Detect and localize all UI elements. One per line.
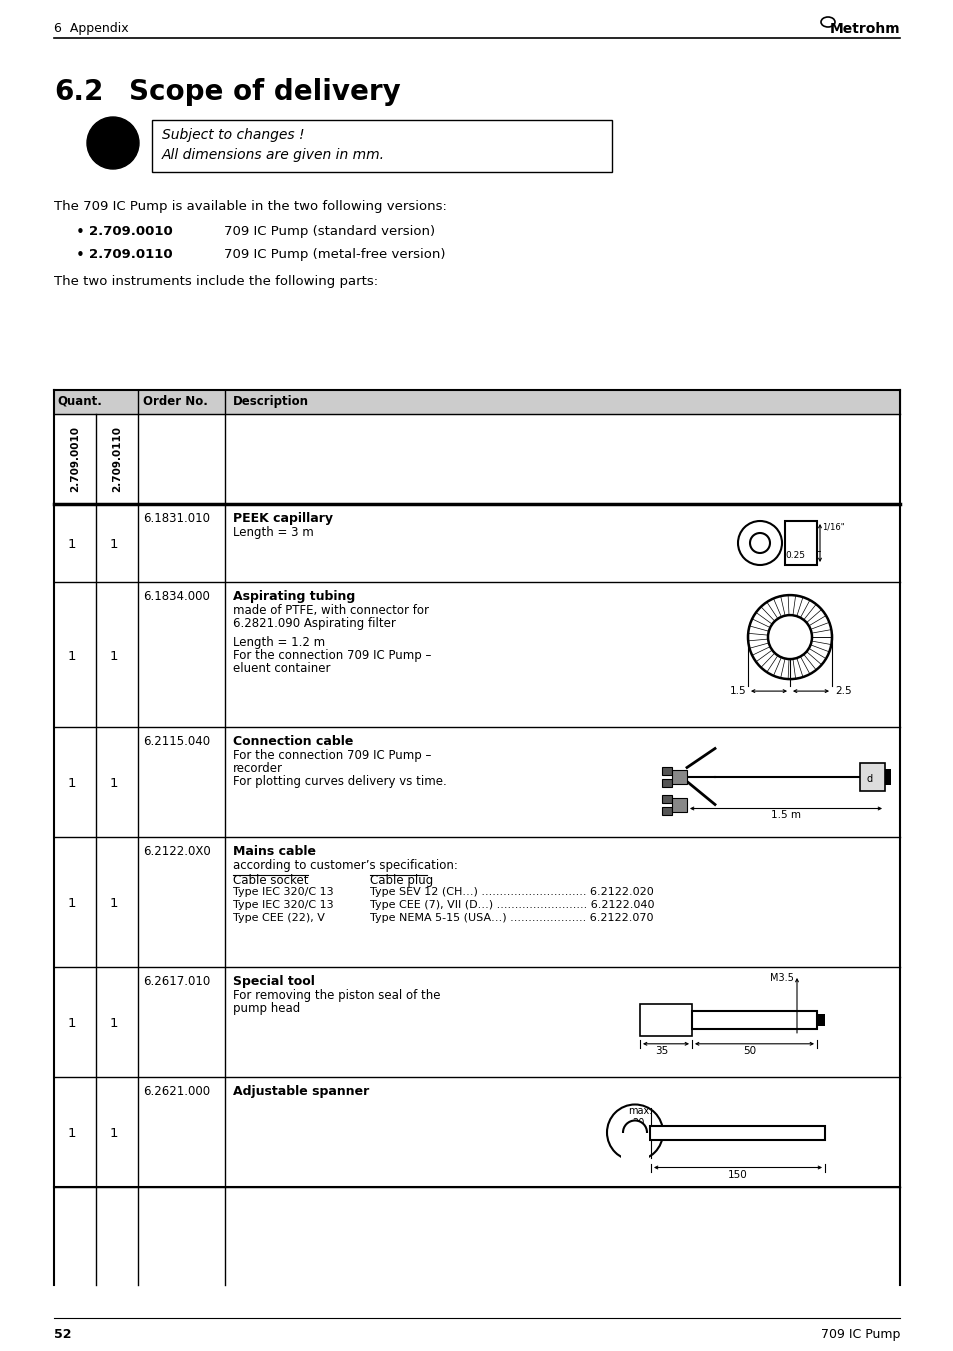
Text: d: d	[866, 774, 872, 785]
Text: The two instruments include the following parts:: The two instruments include the followin…	[54, 276, 377, 288]
Text: Type IEC 320/C 13: Type IEC 320/C 13	[233, 900, 334, 911]
Text: Type IEC 320/C 13: Type IEC 320/C 13	[233, 888, 334, 897]
Text: 150: 150	[727, 1170, 747, 1179]
Text: 1: 1	[68, 650, 76, 662]
Circle shape	[738, 521, 781, 565]
Text: 1: 1	[110, 777, 118, 790]
Text: 709 IC Pump (metal-free version): 709 IC Pump (metal-free version)	[224, 249, 445, 261]
Text: 1: 1	[68, 897, 76, 911]
Text: Type SEV 12 (CH…) ............................. 6.2122.020: Type SEV 12 (CH…) ......................…	[370, 888, 653, 897]
Text: Cable plug: Cable plug	[370, 874, 433, 888]
Text: 1: 1	[68, 538, 76, 551]
Text: 6.1834.000: 6.1834.000	[143, 590, 210, 603]
Text: Mains cable: Mains cable	[233, 844, 315, 858]
Text: max.: max.	[627, 1105, 652, 1116]
Text: For removing the piston seal of the: For removing the piston seal of the	[233, 989, 440, 1002]
Bar	[859, 762, 884, 790]
Text: 20: 20	[631, 1117, 643, 1128]
Text: 1: 1	[110, 897, 118, 911]
Circle shape	[622, 1120, 646, 1144]
Text: Description: Description	[233, 394, 309, 408]
Text: Type NEMA 5-15 (USA…) ..................... 6.2122.070: Type NEMA 5-15 (USA…) ..................…	[370, 913, 653, 923]
Text: 2.709.0010: 2.709.0010	[89, 226, 172, 238]
Text: 1/16": 1/16"	[821, 523, 843, 532]
Text: Special tool: Special tool	[233, 975, 314, 988]
Text: 6  Appendix: 6 Appendix	[54, 22, 129, 35]
Circle shape	[767, 615, 811, 659]
Text: 35: 35	[655, 1046, 668, 1055]
Text: 2.5: 2.5	[834, 686, 851, 696]
Text: 6.2115.040: 6.2115.040	[143, 735, 210, 748]
Text: Connection cable: Connection cable	[233, 735, 353, 748]
Text: Adjustable spanner: Adjustable spanner	[233, 1085, 369, 1098]
Text: 1: 1	[110, 1017, 118, 1029]
Text: 6.2821.090 Aspirating filter: 6.2821.090 Aspirating filter	[233, 617, 395, 630]
Text: 6.2617.010: 6.2617.010	[143, 975, 210, 988]
Text: 6.1831.010: 6.1831.010	[143, 512, 210, 526]
Text: eluent container: eluent container	[233, 662, 330, 676]
Text: recorder: recorder	[233, 762, 283, 775]
Bar	[620, 1132, 648, 1162]
Text: For the connection 709 IC Pump –: For the connection 709 IC Pump –	[233, 648, 431, 662]
Text: Type CEE (7), VII (D…) ......................... 6.2122.040: Type CEE (7), VII (D…) .................…	[370, 900, 654, 911]
Bar	[661, 778, 671, 786]
Bar	[152, 120, 612, 172]
Text: 1: 1	[68, 1127, 76, 1140]
Bar	[671, 770, 686, 784]
Text: 2.709.0110: 2.709.0110	[112, 426, 122, 492]
Text: Metrohm: Metrohm	[828, 22, 899, 36]
Text: PEEK capillary: PEEK capillary	[233, 512, 333, 526]
Text: The 709 IC Pump is available in the two following versions:: The 709 IC Pump is available in the two …	[54, 200, 446, 213]
Text: 1.5 m: 1.5 m	[770, 811, 801, 820]
Text: Quant.: Quant.	[57, 394, 102, 408]
Text: •: •	[76, 226, 85, 240]
Text: Scope of delivery: Scope of delivery	[129, 78, 400, 105]
Text: 1: 1	[68, 777, 76, 790]
Text: pump head: pump head	[233, 1002, 300, 1015]
Text: Type CEE (22), V: Type CEE (22), V	[233, 913, 325, 923]
Bar	[639, 1004, 691, 1036]
Text: Cable socket: Cable socket	[233, 874, 308, 888]
Bar	[661, 766, 671, 774]
FancyArrow shape	[649, 1125, 824, 1139]
Text: 1: 1	[68, 1017, 76, 1029]
Bar	[661, 807, 671, 815]
Bar	[661, 794, 671, 802]
Text: Order No.: Order No.	[143, 394, 208, 408]
Text: 709 IC Pump (standard version): 709 IC Pump (standard version)	[224, 226, 435, 238]
Text: 2.709.0010: 2.709.0010	[70, 426, 80, 492]
Text: 1: 1	[110, 538, 118, 551]
Text: 1: 1	[110, 1127, 118, 1140]
Text: !: !	[106, 128, 120, 158]
Bar	[691, 1011, 816, 1029]
Text: 6.2621.000: 6.2621.000	[143, 1085, 210, 1098]
Text: M3.5: M3.5	[769, 973, 793, 984]
Bar	[54, 390, 899, 413]
Text: For the connection 709 IC Pump –: For the connection 709 IC Pump –	[233, 748, 431, 762]
Circle shape	[87, 118, 139, 169]
Text: Length = 3 m: Length = 3 m	[233, 526, 314, 539]
Text: according to customer’s specification:: according to customer’s specification:	[233, 859, 457, 871]
Bar	[884, 769, 890, 785]
Text: For plotting curves delivery vs time.: For plotting curves delivery vs time.	[233, 775, 446, 788]
Text: Subject to changes !: Subject to changes !	[162, 128, 304, 142]
Text: 52: 52	[54, 1328, 71, 1342]
Text: 6.2: 6.2	[54, 78, 103, 105]
Text: 709 IC Pump: 709 IC Pump	[820, 1328, 899, 1342]
Text: 50: 50	[742, 1046, 756, 1055]
Text: 2.709.0110: 2.709.0110	[89, 249, 172, 261]
Text: 1: 1	[110, 650, 118, 662]
Bar	[816, 1013, 824, 1025]
Circle shape	[749, 534, 769, 553]
Text: 0.25: 0.25	[784, 551, 804, 561]
Text: •: •	[76, 249, 85, 263]
Text: Length = 1.2 m: Length = 1.2 m	[233, 636, 325, 648]
Text: made of PTFE, with connector for: made of PTFE, with connector for	[233, 604, 429, 617]
Text: 6.2122.0X0: 6.2122.0X0	[143, 844, 211, 858]
Text: All dimensions are given in mm.: All dimensions are given in mm.	[162, 149, 385, 162]
Bar	[671, 797, 686, 812]
Bar	[784, 521, 816, 565]
Text: 1.5: 1.5	[729, 686, 746, 696]
Text: Aspirating tubing: Aspirating tubing	[233, 590, 355, 603]
